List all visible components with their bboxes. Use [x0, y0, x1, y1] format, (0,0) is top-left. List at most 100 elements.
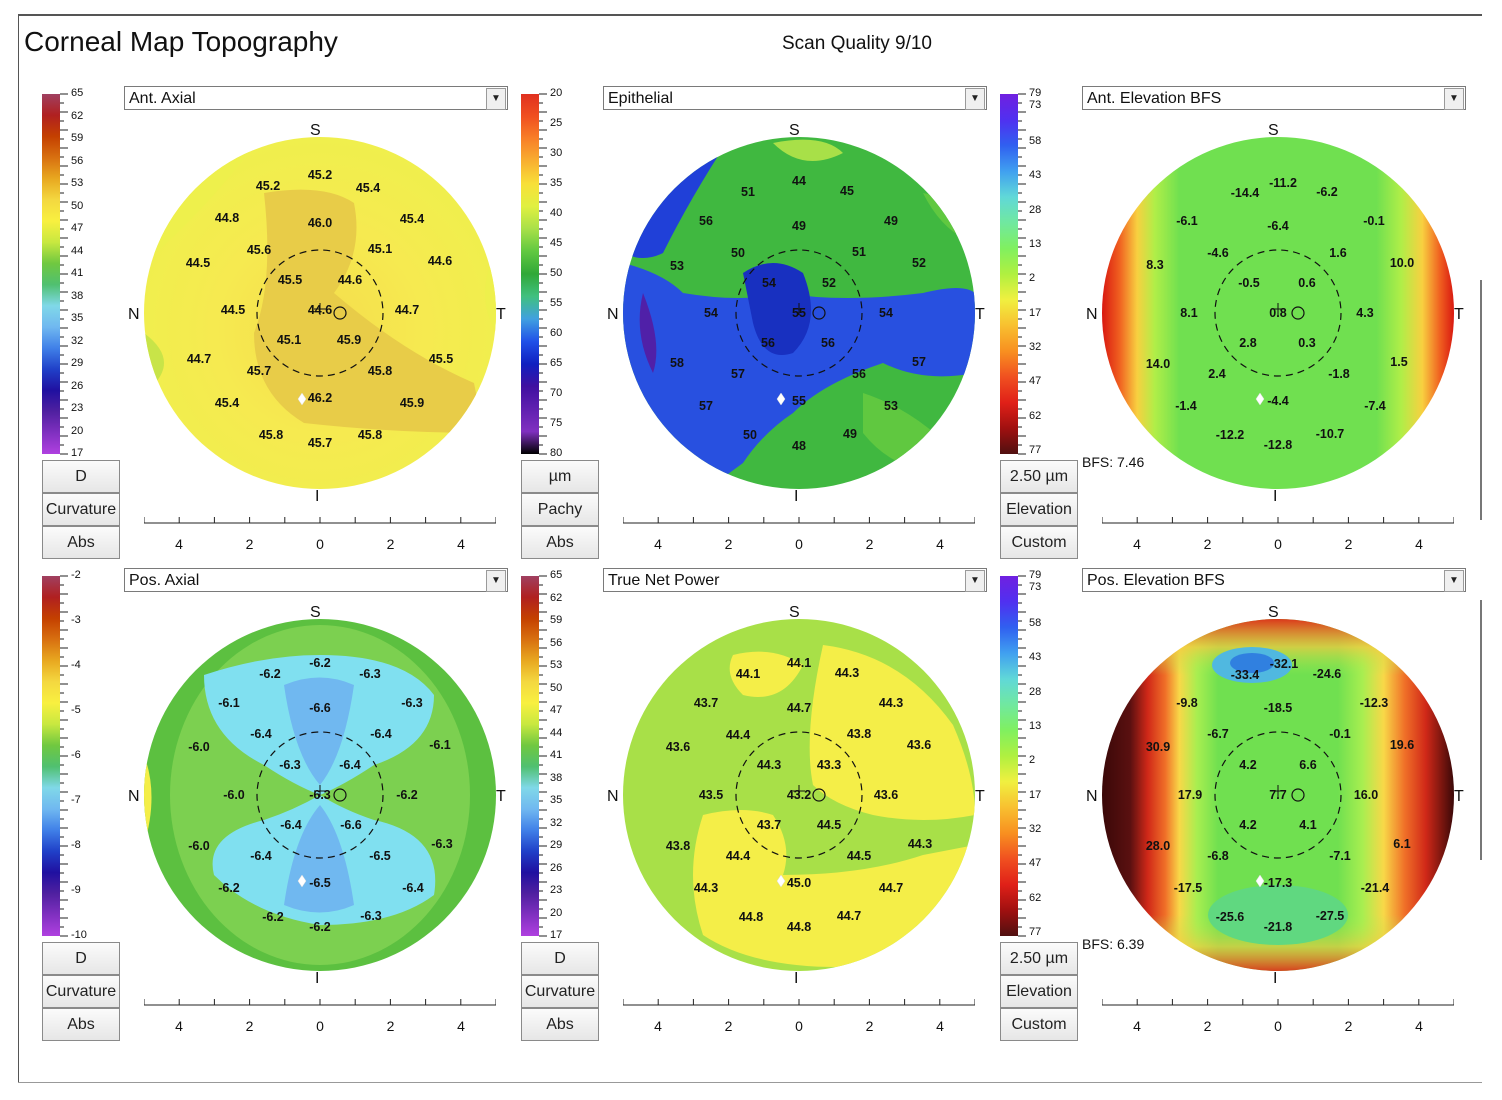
axis-tick-label: 4	[457, 1018, 465, 1034]
orientation-superior-label: S	[310, 122, 321, 139]
map-value: 44.5	[847, 849, 871, 863]
unit-button[interactable]: µm	[521, 460, 599, 493]
mm-axis: 4 2 0 2 4	[623, 516, 975, 556]
map-type-select[interactable]: True Net Power ▼	[603, 568, 987, 592]
chevron-down-icon[interactable]: ▼	[1444, 88, 1464, 110]
scale-tick-label: 20	[550, 87, 563, 99]
map-value: 56	[852, 367, 866, 381]
chevron-down-icon[interactable]: ▼	[965, 88, 985, 110]
zone-circle	[256, 731, 384, 859]
map-value: 45.0	[787, 876, 811, 890]
scale-tick-label: 43	[1029, 651, 1042, 663]
chevron-down-icon[interactable]: ▼	[486, 88, 506, 110]
orientation-inferior-label: I	[794, 488, 799, 505]
map-type-button[interactable]: Curvature	[521, 975, 599, 1008]
corneal-map[interactable]: 44.1 44.1 44.3 43.7 44.7 44.3 44.4 43.8 43.6 43.6…	[623, 615, 975, 980]
map-value: 30.9	[1146, 740, 1170, 754]
map-type-button[interactable]: Curvature	[42, 975, 120, 1008]
map-value: -6.8	[1207, 849, 1229, 863]
scale-tick-label: -5	[71, 704, 81, 716]
scale-tick-label: 53	[71, 177, 84, 189]
map-value: 44.1	[736, 667, 760, 681]
map-value: -12.3	[1360, 696, 1389, 710]
orientation-temporal-label: T	[1454, 788, 1464, 805]
color-scale-legend: -2 -3 -4 -5 -6 -7 -8 -9 -10	[42, 568, 122, 1038]
map-value: 58	[670, 356, 684, 370]
scale-mode-button[interactable]: Abs	[521, 526, 599, 559]
axis-tick-label: 2	[245, 536, 254, 552]
right-scrollbar-track[interactable]	[1480, 280, 1482, 520]
scale-tick-label: 70	[550, 387, 563, 399]
map-type-button[interactable]: Elevation	[1000, 975, 1078, 1008]
map-value: 2.4	[1208, 367, 1225, 381]
corneal-map[interactable]: 45.2 45.2 45.4 44.8 46.0 45.4 45.6 45.1 44.5 44.6…	[144, 133, 496, 498]
map-value: 43.6	[666, 740, 690, 754]
scale-tick-label: 30	[550, 147, 563, 159]
pupil-center-icon	[1291, 306, 1305, 320]
chevron-down-icon[interactable]: ▼	[486, 570, 506, 592]
map-panel: 65 62 59 56 53 50 47 44 41 38 35 32 29 26 23 20 17 D Curva…	[42, 86, 520, 568]
map-type-select[interactable]: Pos. Elevation BFS ▼	[1082, 568, 1466, 592]
scale-tick-label: 35	[550, 794, 563, 806]
orientation-temporal-label: T	[496, 788, 506, 805]
map-value: -6.0	[223, 788, 245, 802]
scale-mode-button[interactable]: Custom	[1000, 1008, 1078, 1041]
corneal-map[interactable]: -6.2 -6.2 -6.3 -6.1 -6.6 -6.3 -6.4 -6.4 -6.0 -6.1…	[144, 615, 496, 980]
scale-tick-label: 58	[1029, 135, 1042, 147]
thinnest-point-icon	[297, 392, 307, 406]
map-value: 44.7	[879, 881, 903, 895]
scale-mode-button[interactable]: Abs	[521, 1008, 599, 1041]
scale-mode-button[interactable]: Abs	[42, 526, 120, 559]
corneal-map[interactable]: -32.1 -33.4 -24.6 -9.8 -18.5 -12.3 -6.7 -0.1 30.…	[1102, 615, 1454, 980]
scale-tick-label: 73	[1029, 99, 1042, 111]
map-value: 57	[699, 399, 713, 413]
map-value: 1.6	[1329, 246, 1346, 260]
map-value: 45.5	[429, 352, 453, 366]
scale-tick-label: 53	[550, 659, 563, 671]
map-value: 43.2	[787, 788, 811, 802]
map-value: 45	[840, 184, 854, 198]
unit-button[interactable]: D	[42, 942, 120, 975]
corneal-map[interactable]: 44 51 45 56 49 49 50 51 53 52 54 52 54 55 54 56 56 58 57 57…	[623, 133, 975, 498]
chevron-down-icon[interactable]: ▼	[965, 570, 985, 592]
map-type-select[interactable]: Epithelial ▼	[603, 86, 987, 110]
map-value: -21.4	[1361, 881, 1390, 895]
map-type-button[interactable]: Curvature	[42, 493, 120, 526]
map-type-button[interactable]: Elevation	[1000, 493, 1078, 526]
corneal-map[interactable]: -11.2 -14.4 -6.2 -6.1 -6.4 -0.1 -4.6 1.6 8.3 10.0…	[1102, 133, 1454, 498]
axis-tick-label: 2	[1203, 1018, 1212, 1034]
orientation-inferior-label: I	[315, 488, 320, 505]
scale-mode-button[interactable]: Custom	[1000, 526, 1078, 559]
scale-tick-label: 43	[1029, 169, 1042, 181]
map-value: -32.1	[1270, 657, 1299, 671]
map-type-select[interactable]: Ant. Elevation BFS ▼	[1082, 86, 1466, 110]
map-value: 57	[912, 355, 926, 369]
scale-tick-label: 35	[550, 177, 563, 189]
axis-tick-label: 2	[724, 1018, 733, 1034]
map-value: 44.6	[308, 303, 332, 317]
orientation-inferior-label: I	[794, 970, 799, 987]
scale-tick-label: 77	[1029, 926, 1042, 938]
map-type-button[interactable]: Pachy	[521, 493, 599, 526]
map-value: 54	[704, 306, 718, 320]
unit-button[interactable]: D	[42, 460, 120, 493]
scale-tick-label: 25	[550, 117, 563, 129]
map-value: 56	[821, 336, 835, 350]
map-type-select[interactable]: Ant. Axial ▼	[124, 86, 508, 110]
axis-tick-label: 0	[316, 1018, 324, 1034]
map-value: -6.3	[309, 788, 331, 802]
scale-tick-label: 32	[550, 816, 563, 829]
axis-tick-label: 4	[654, 1018, 662, 1034]
scale-mode-button[interactable]: Abs	[42, 1008, 120, 1041]
unit-button[interactable]: D	[521, 942, 599, 975]
unit-button[interactable]: 2.50 µm	[1000, 942, 1078, 975]
map-type-select[interactable]: Pos. Axial ▼	[124, 568, 508, 592]
axis-tick-label: 2	[1203, 536, 1212, 552]
right-scrollbar-track-lower[interactable]	[1480, 600, 1482, 860]
zone-circle	[735, 731, 863, 859]
scale-tick-label: -4	[71, 659, 81, 671]
chevron-down-icon[interactable]: ▼	[1444, 570, 1464, 592]
bfs-label: BFS: 6.39	[1082, 936, 1145, 952]
unit-button[interactable]: 2.50 µm	[1000, 460, 1078, 493]
axis-tick-label: 4	[1133, 1018, 1141, 1034]
